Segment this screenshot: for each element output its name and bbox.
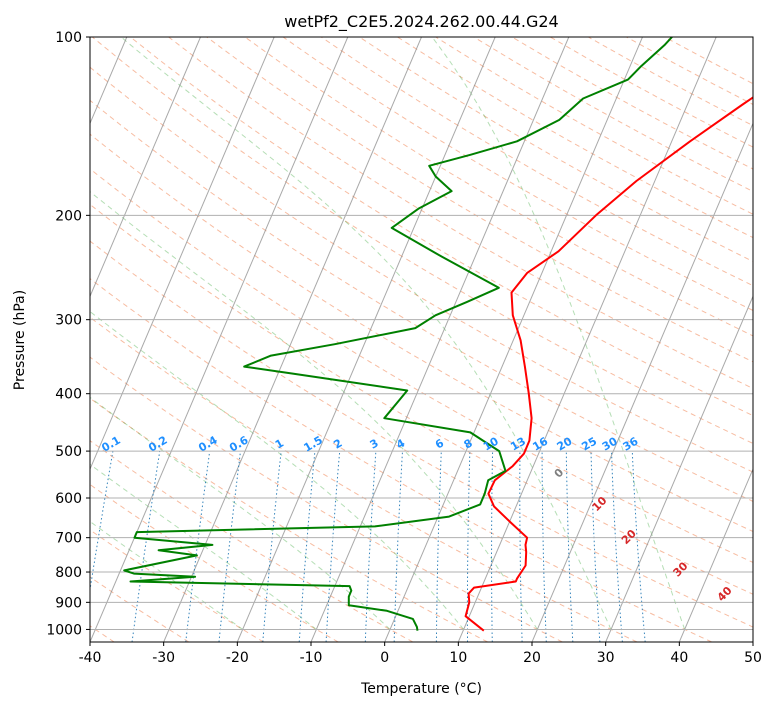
profile-lines — [123, 37, 753, 632]
mixing-ratio-line — [262, 451, 282, 642]
y-tick-label: 300 — [55, 313, 82, 329]
isotherm-line — [90, 37, 201, 298]
temperature-line — [464, 96, 753, 632]
moist-adiabat-line — [90, 520, 243, 630]
mixing-ratio-label: 4 — [394, 436, 407, 451]
y-tick-label: 600 — [55, 491, 82, 507]
dry-adiabat-line — [130, 37, 753, 417]
moist-adiabat-line — [90, 191, 538, 630]
adiabat-labels: -100-90-80-70-60-50-40-30-20-10010203040… — [15, 425, 735, 604]
mixing-ratio-line — [298, 451, 316, 642]
dry-adiabat-line — [90, 168, 753, 563]
mixing-ratio-line — [491, 451, 494, 642]
y-tick-label: 400 — [55, 387, 82, 403]
moist-adiabat-label: 40 — [715, 584, 735, 604]
isotherm-line — [236, 37, 496, 642]
chart-title: wetPf2_C2E5.2024.262.00.44.G24 — [284, 12, 558, 32]
y-tick-label: 700 — [55, 531, 82, 547]
mixing-ratio-line — [435, 451, 442, 642]
x-tick-label: 20 — [523, 650, 541, 666]
x-axis: -40 -30 -20 -10 0 10 20 30 40 50 — [79, 642, 762, 666]
dry-adiabat-line — [359, 37, 753, 263]
x-tick-label: 0 — [380, 650, 389, 666]
y-tick-label: 900 — [55, 595, 82, 611]
mixing-ratio-line — [590, 451, 601, 642]
isotherm-line — [678, 467, 753, 642]
y-axis-label: Pressure (hPa) — [12, 290, 28, 390]
dewpoint-line — [123, 37, 673, 631]
dry-adiabat-label: -10 — [15, 425, 38, 448]
isotherm-line — [90, 37, 349, 642]
plot-frame — [89, 36, 754, 643]
dry-adiabat-line — [90, 397, 488, 642]
dry-adiabat-line — [168, 37, 753, 389]
moist-adiabat-line — [90, 463, 317, 630]
isotherm-line — [310, 37, 570, 642]
dry-adiabat-line — [90, 66, 753, 473]
y-tick-label: 200 — [55, 208, 82, 224]
dry-adiabat-line — [588, 37, 753, 127]
dry-adiabat-line — [90, 316, 638, 642]
y-tick-label: 500 — [55, 444, 82, 460]
x-tick-label: -20 — [226, 650, 249, 666]
mixing-ratio-line — [519, 451, 523, 642]
dry-adiabat-line — [511, 37, 753, 170]
moist-adiabat-line — [90, 310, 465, 630]
x-tick-label: 30 — [597, 650, 615, 666]
x-tick-label: -30 — [152, 650, 175, 666]
dry-adiabat-line — [90, 203, 753, 595]
isotherm-line — [90, 37, 275, 471]
dry-adiabat-line — [90, 440, 414, 642]
dry-adiabat-line — [244, 37, 753, 337]
mixing-ratio-line — [185, 451, 211, 642]
dry-adiabat-line — [90, 356, 563, 642]
y-tick-label: 100 — [55, 30, 82, 46]
x-tick-label: 40 — [670, 650, 688, 666]
mixing-ratio-line — [631, 451, 646, 642]
mixing-ratio-line — [466, 451, 471, 642]
background-lines — [90, 37, 753, 642]
mixing-ratio-line — [90, 451, 114, 593]
x-tick-label: 10 — [449, 650, 467, 666]
x-axis-label: Temperature (°C) — [360, 681, 482, 697]
isotherm-line — [163, 37, 422, 642]
dry-adiabat-line — [90, 483, 339, 642]
y-tick-label: 1000 — [46, 622, 82, 638]
moist-adiabat-line — [90, 396, 391, 630]
x-tick-label: 50 — [744, 650, 762, 666]
y-tick-label: 800 — [55, 565, 82, 581]
x-tick-label: -10 — [300, 650, 323, 666]
y-axis: 100 200 300 400 500 600 700 800 900 1000 — [46, 30, 90, 638]
moist-adiabat-label: 30 — [671, 559, 691, 579]
dry-adiabat-line — [206, 37, 753, 363]
mixing-ratio-line — [364, 451, 377, 642]
isotherm-line — [384, 37, 643, 642]
isotherm-line — [531, 122, 753, 642]
isotherm-line — [605, 295, 753, 642]
dry-adiabat-line — [90, 133, 753, 533]
x-tick-label: -40 — [79, 650, 102, 666]
mixing-ratio-label: 3 — [368, 437, 381, 452]
dry-adiabat-line — [282, 37, 753, 312]
mixing-ratio-line — [218, 451, 241, 642]
isotherm-line — [752, 640, 753, 642]
pressure-gridlines — [90, 36, 753, 630]
moist-adiabat-line — [431, 37, 686, 630]
dry-adiabat-line — [90, 240, 753, 628]
isotherm-line — [457, 37, 717, 642]
mixing-ratio-line — [565, 451, 574, 642]
dry-adiabat-line — [664, 37, 753, 85]
mixing-ratio-line — [611, 451, 623, 642]
moist-adiabat-line — [120, 37, 612, 630]
mixing-ratio-line — [131, 451, 161, 642]
